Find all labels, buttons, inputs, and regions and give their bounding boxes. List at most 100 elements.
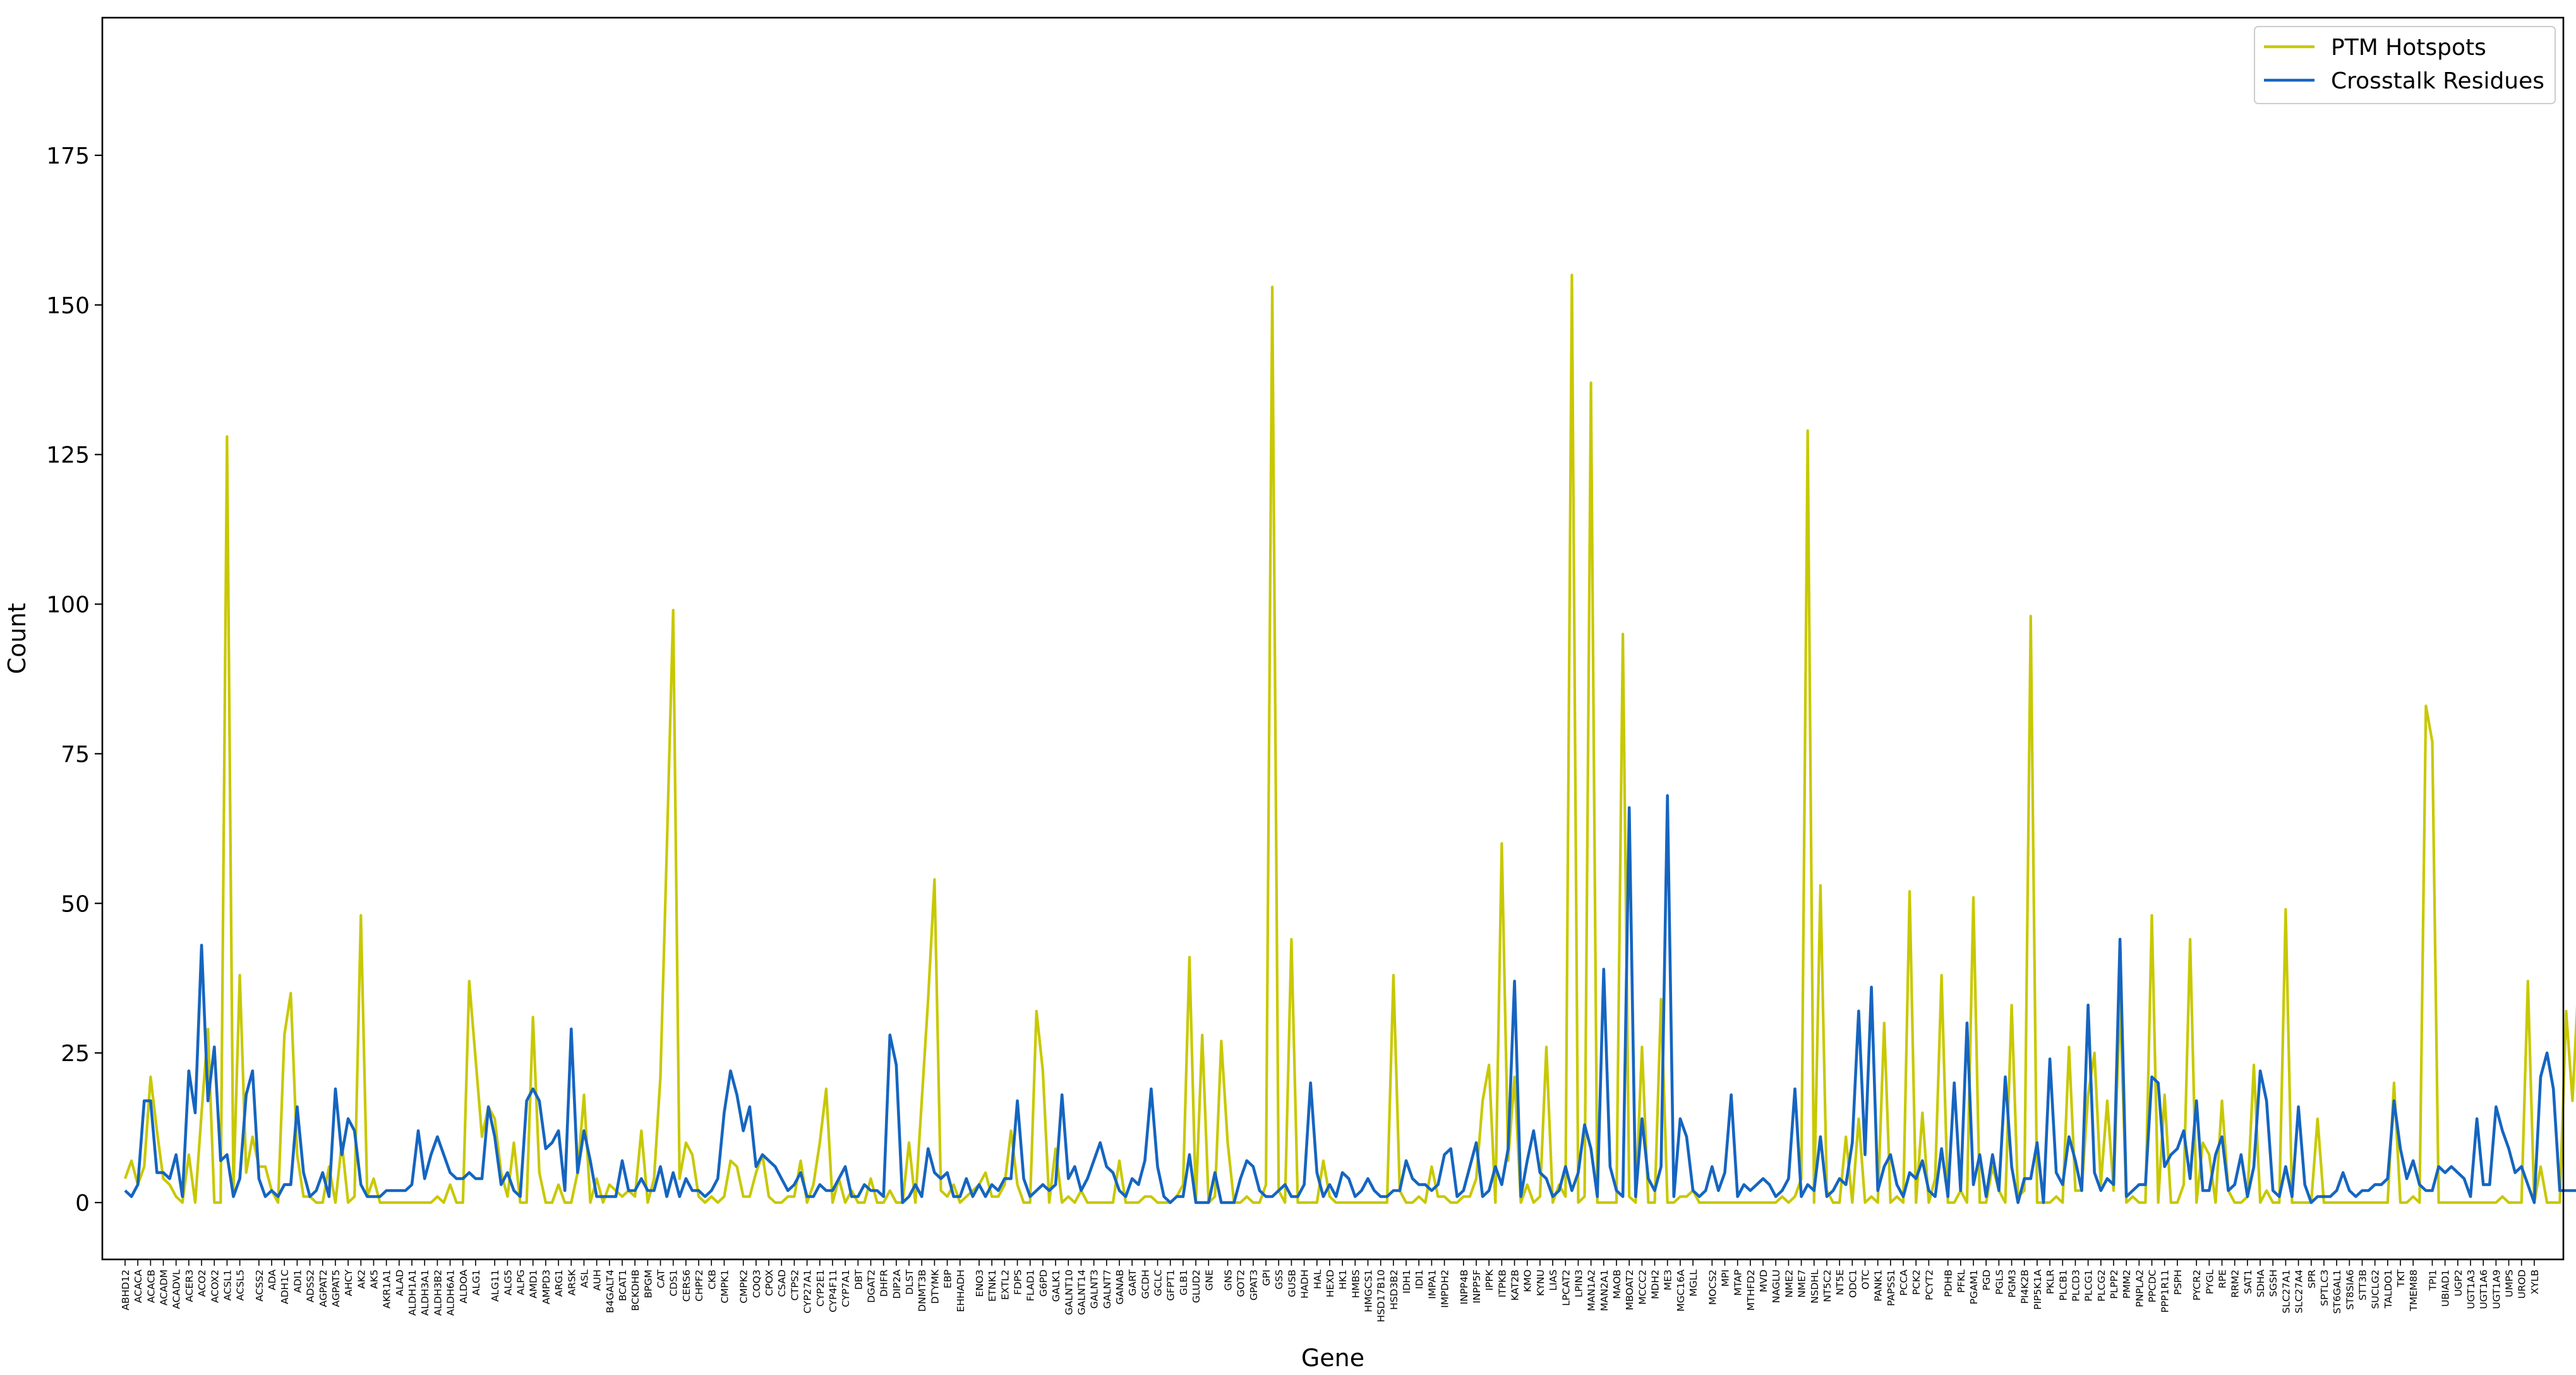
x-tick-label: MPI	[1720, 1270, 1731, 1287]
x-tick-label: SPTLC3	[2319, 1270, 2330, 1306]
x-tick-label: MAN2A1	[1599, 1270, 1610, 1311]
x-tick-label: CMPK2	[738, 1270, 750, 1304]
x-tick-label: GALNT3	[1089, 1270, 1100, 1309]
x-tick-label: UROD	[2517, 1270, 2528, 1299]
x-tick-label: UGP2	[2453, 1270, 2464, 1297]
x-tick-label: ALG1	[471, 1270, 482, 1295]
x-tick-label: PAPSS1	[1886, 1270, 1897, 1306]
x-tick-label: ALDH6A1	[445, 1270, 457, 1316]
x-tick-label: PIP5K1A	[2032, 1270, 2043, 1310]
x-tick-label: XYLB	[2529, 1270, 2541, 1294]
x-tick-label: ASL	[579, 1270, 591, 1288]
y-tick-label: 0	[75, 1191, 90, 1216]
x-tick-label: HSD3B2	[1388, 1270, 1400, 1310]
x-tick-label: PLCB1	[2057, 1270, 2069, 1300]
x-tick-label: UMPS	[2504, 1270, 2515, 1297]
x-tick-label: ACER3	[184, 1270, 195, 1302]
x-tick-label: ACADM	[159, 1270, 170, 1306]
x-tick-label: PCK2	[1911, 1270, 1922, 1295]
x-tick-label: ALDH3B2	[432, 1270, 443, 1316]
x-tick-label: CYP7A1	[840, 1270, 852, 1307]
x-tick-label: AMD1	[528, 1270, 539, 1299]
x-tick-label: GCDH	[1140, 1270, 1151, 1299]
x-tick-label: AGPAT2	[318, 1270, 329, 1307]
legend-label-ptm-hotspots: PTM Hotspots	[2331, 35, 2486, 61]
x-tick-label: CTPS2	[789, 1270, 800, 1300]
x-tick-label: GNS	[1223, 1270, 1234, 1290]
x-tick-label: EXTL2	[999, 1270, 1011, 1300]
x-tick-label: B4GALT4	[605, 1270, 616, 1313]
x-tick-label: ADH1C	[279, 1270, 291, 1304]
x-tick-label: RPE	[2217, 1270, 2229, 1288]
x-tick-label: PLPP2	[2109, 1270, 2120, 1299]
x-tick-label: LPIN3	[1574, 1270, 1585, 1297]
y-tick-label: 25	[61, 1041, 90, 1067]
x-tick-label: ALDOA	[458, 1270, 469, 1304]
x-tick-label: AK5	[369, 1270, 380, 1289]
x-tick-label: CDS1	[668, 1270, 680, 1296]
x-tick-label: DGAT2	[866, 1270, 877, 1303]
x-tick-label: MGLL	[1688, 1270, 1699, 1297]
x-tick-label: ADI1	[292, 1270, 303, 1293]
x-tick-label: ACACB	[145, 1270, 157, 1303]
x-tick-label: GALNT14	[1076, 1270, 1088, 1315]
x-tick-label: OTC	[1860, 1270, 1872, 1290]
x-tick-label: GPAT3	[1248, 1270, 1260, 1300]
x-tick-label: HMGCS1	[1363, 1270, 1375, 1312]
series-line-crosstalk-residues	[124, 794, 2576, 1204]
x-tick-label: PGLS	[1994, 1270, 2005, 1295]
x-tick-label: DTYMK	[929, 1269, 941, 1304]
x-tick-label: GPI	[1261, 1270, 1272, 1286]
x-tick-label: BCAT1	[617, 1270, 629, 1301]
x-tick-label: GUSB	[1286, 1270, 1297, 1297]
x-tick-label: SGSH	[2268, 1270, 2279, 1297]
x-tick-label: DIP2A	[891, 1270, 903, 1299]
x-tick-label: HK1	[1337, 1270, 1349, 1290]
x-tick-label: EBP	[942, 1270, 954, 1288]
x-tick-label: LPCAT2	[1560, 1270, 1572, 1306]
x-tick-label: CSAD	[776, 1270, 788, 1297]
x-tick-label: SPR	[2306, 1270, 2318, 1288]
x-tick-label: SLC27A4	[2294, 1270, 2305, 1314]
series-line-ptm-hotspots	[124, 273, 2576, 1204]
x-tick-label: G6PD	[1038, 1270, 1049, 1297]
x-tick-label: AGPAT5	[330, 1270, 342, 1307]
x-tick-label: PI4K2B	[2019, 1270, 2031, 1304]
legend: PTM Hotspots Crosstalk Residues	[2254, 26, 2556, 104]
legend-label-crosstalk-residues: Crosstalk Residues	[2331, 68, 2544, 94]
x-tick-label: CPOX	[764, 1270, 775, 1296]
x-tick-label: MTHFD2	[1745, 1270, 1757, 1311]
x-tick-label: TALDO1	[2383, 1270, 2394, 1309]
x-tick-label: ACSL1	[222, 1270, 233, 1301]
x-tick-label: EHHADH	[955, 1270, 966, 1312]
x-axis-label: Gene	[1301, 1344, 1364, 1372]
x-tick-label: DBT	[853, 1269, 864, 1290]
x-tick-label: SUCLG2	[2370, 1270, 2381, 1309]
x-tick-label: GALNT10	[1063, 1270, 1074, 1315]
series-layer	[124, 273, 2576, 1204]
x-tick-label: ALG5	[502, 1270, 514, 1295]
x-tick-label: ALAD	[394, 1270, 406, 1296]
x-tick-label: CYP4F11	[828, 1270, 839, 1312]
x-tick-label: IMPDH2	[1440, 1270, 1451, 1308]
x-tick-label: NME7	[1797, 1270, 1808, 1298]
x-tick-label: ODC1	[1847, 1270, 1858, 1298]
x-tick-label: ST6GAL1	[2332, 1270, 2343, 1314]
x-tick-label: PLCG2	[2096, 1270, 2107, 1302]
x-tick-label: PLCG1	[2083, 1270, 2095, 1302]
x-tick-label: PGD	[1981, 1270, 1992, 1290]
x-tick-label: GLUD2	[1191, 1270, 1202, 1303]
x-tick-label: HADH	[1299, 1270, 1311, 1299]
x-tick-label: INPP5F	[1471, 1270, 1483, 1304]
x-tick-label: GANAB	[1114, 1270, 1126, 1304]
x-tick-label: GSS	[1273, 1270, 1285, 1290]
x-tick-label: ALDH1A1	[407, 1270, 418, 1316]
x-tick-label: MBOAT2	[1624, 1270, 1635, 1310]
x-tick-label: IDH1	[1401, 1270, 1412, 1294]
x-tick-label: ETNK1	[987, 1270, 998, 1302]
x-tick-label: PLCD3	[2071, 1270, 2082, 1302]
x-tick-label: ACSL5	[235, 1270, 246, 1301]
x-tick-label: AHCY	[343, 1269, 354, 1296]
x-tick-label: AKR1A1	[382, 1270, 393, 1309]
x-tick-label: PANK1	[1873, 1270, 1884, 1302]
